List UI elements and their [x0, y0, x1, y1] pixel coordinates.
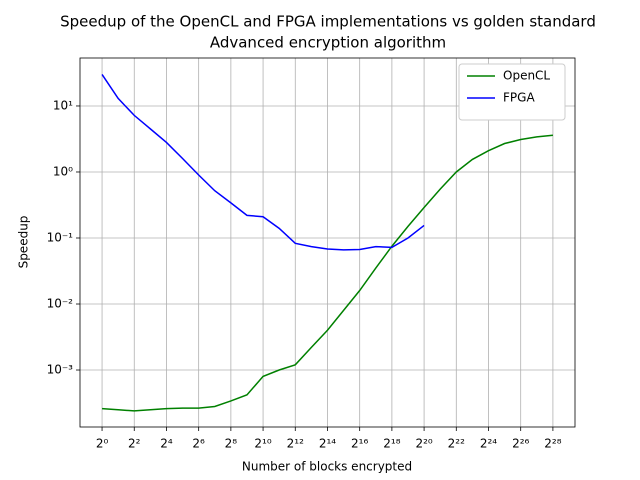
x-tick-label: 2²⁶ [512, 437, 529, 451]
x-tick-label: 2² [128, 437, 141, 451]
legend-box [458, 63, 566, 121]
chart-subtitle: Advanced encryption algorithm [210, 34, 446, 52]
y-axis-label: Speedup [17, 216, 31, 269]
x-tick-label: 2¹⁶ [351, 437, 368, 451]
x-tick-label: 2²⁴ [480, 437, 497, 451]
x-tick-label: 2¹⁰ [254, 437, 271, 451]
data-line [102, 134, 553, 412]
y-tick-label: 10⁻¹ [47, 230, 74, 244]
y-tick-label: 10⁰ [53, 164, 73, 178]
x-tick-label: 2¹⁴ [319, 437, 336, 451]
y-tick-label: 10¹ [53, 98, 73, 112]
y-tick-label: 10⁻³ [47, 363, 74, 377]
x-tick-label: 2⁰ [96, 437, 109, 451]
legend-label: FPGA [503, 91, 535, 105]
legend: OpenCL FPGA [458, 63, 566, 121]
chart-title: Speedup of the OpenCL and FPGA implement… [60, 13, 596, 31]
legend-label: OpenCL [503, 69, 550, 83]
plot-frame [79, 57, 576, 428]
x-tick-label: 2⁴ [160, 437, 173, 451]
x-tick-label: 2¹² [287, 437, 304, 451]
y-tick-label: 10⁻² [47, 297, 74, 311]
data-line [101, 74, 425, 251]
x-tick-label: 2²⁰ [415, 437, 432, 451]
x-tick-label: 2²² [448, 437, 465, 451]
x-tick-label: 2²⁸ [544, 437, 561, 451]
x-axis-label: Number of blocks encrypted [242, 460, 412, 474]
x-tick-label: 2⁸ [225, 437, 238, 451]
x-tick-label: 2¹⁸ [383, 437, 400, 451]
x-tick-label: 2⁶ [192, 437, 205, 451]
